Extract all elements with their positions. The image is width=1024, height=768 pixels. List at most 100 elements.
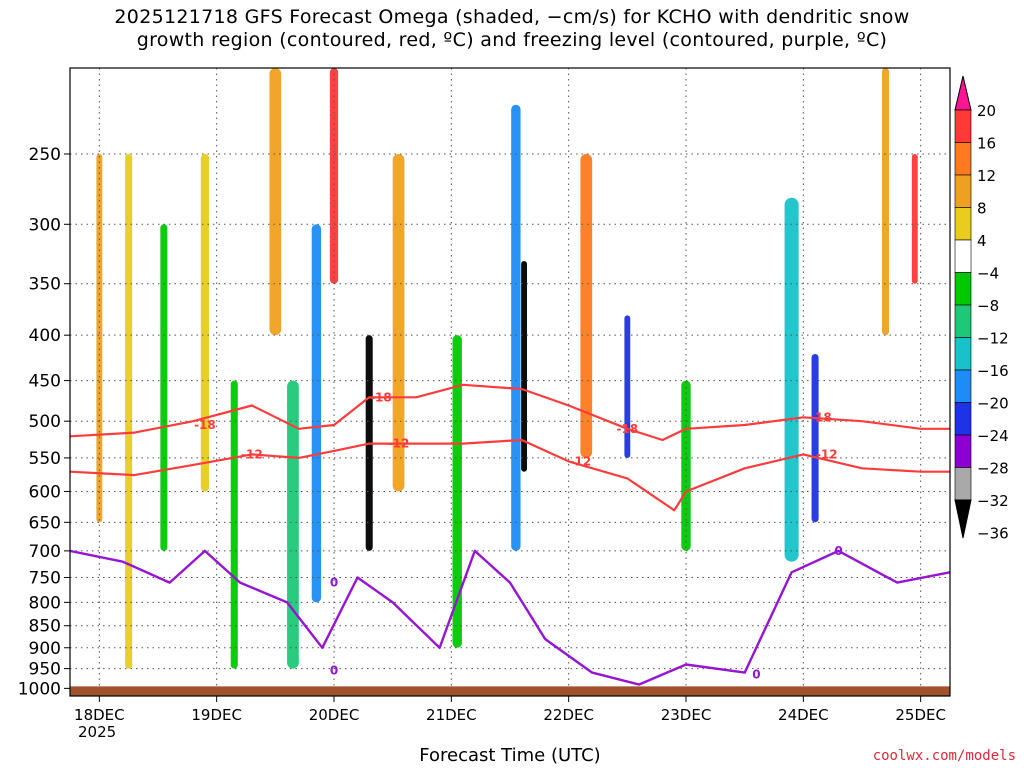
y-tick-label-1: 300: [29, 215, 61, 235]
y-axis: 2503003504004505005506006507007508008509…: [18, 145, 70, 699]
y-tick-label-15: 1000: [18, 679, 61, 699]
colorbar-label-11: −28: [977, 460, 1009, 478]
dgz-label-minus18-0: -18: [194, 418, 216, 432]
x-tick-label-0: 18DEC: [74, 706, 125, 724]
omega-band-20: [911, 154, 918, 284]
dgz-label-minus18-1: -18: [370, 390, 392, 404]
y-tick-label-7: 600: [29, 482, 61, 502]
omega-band-14: [580, 154, 593, 458]
freezing-label-0: 0: [330, 576, 338, 590]
colorbar-bottom-arrow: [954, 499, 972, 539]
x-tick-label-7: 25DEC: [895, 706, 946, 724]
omega-band-6: [287, 380, 299, 669]
omega-band-17: [784, 197, 799, 562]
dgz-label-minus12-2: -12: [570, 454, 592, 468]
x-tick-label-2: 20DEC: [309, 706, 360, 724]
colorbar-segment-7: [954, 304, 972, 338]
colorbar-label-13: −36: [977, 525, 1009, 543]
x-tick-label-6: 24DEC: [778, 706, 829, 724]
dgz-minus12-contour: [70, 438, 950, 512]
colorbar-label-4: 4: [977, 232, 987, 250]
colorbar-label-7: −12: [977, 330, 1009, 348]
colorbar-label-12: −32: [977, 492, 1009, 510]
x-tick-label-3: 21DEC: [426, 706, 477, 724]
chart-title-line2: growth region (contoured, red, ºC) and f…: [136, 29, 888, 51]
colorbar-label-6: −8: [977, 297, 999, 315]
y-tick-label-10: 750: [29, 568, 61, 588]
colorbar-segment-10: [954, 402, 972, 436]
colorbar-segment-8: [954, 337, 972, 371]
colorbar-label-0: 20: [977, 102, 996, 120]
y-tick-label-6: 550: [29, 449, 61, 469]
omega-band-16: [681, 380, 691, 551]
colorbar-segment-5: [954, 239, 972, 273]
colorbar-segment-1: [954, 109, 972, 143]
y-tick-label-14: 950: [29, 660, 61, 680]
ground-terrain: [70, 686, 950, 696]
x-tick-label-1: 19DEC: [191, 706, 242, 724]
y-tick-label-4: 450: [29, 372, 61, 392]
colorbar-segment-3: [954, 174, 972, 208]
omega-band-1: [125, 154, 133, 669]
y-tick-label-3: 400: [29, 326, 61, 346]
y-tick-label-2: 350: [29, 275, 61, 295]
omega-band-13: [521, 261, 528, 472]
colorbar-segment-6: [954, 272, 972, 306]
dgz-label-minus18-3: -18: [810, 410, 832, 424]
freezing-level-contour: [70, 549, 950, 686]
contours: -18 -18 -18 -18 -12 -12 -12 -12 0 0 0 0: [70, 383, 950, 686]
y-tick-label-13: 900: [29, 639, 61, 659]
omega-band-11: [452, 335, 462, 648]
colorbar: 20 16 12 8 4 −4 −8 −12 −16 −20 −24 −28 −32 −36: [954, 75, 1009, 543]
colorbar-label-1: 16: [977, 135, 996, 153]
colorbar-segment-2: [954, 142, 972, 176]
chart-title: 2025121718 GFS Forecast Omega (shaded, −…: [0, 6, 1024, 52]
omega-band-3: [200, 154, 210, 492]
colorbar-label-8: −16: [977, 362, 1009, 380]
colorbar-segment-11: [954, 434, 972, 468]
omega-band-8: [329, 68, 339, 284]
dgz-label-minus12-3: -12: [816, 447, 838, 461]
freezing-label-3: 0: [834, 544, 842, 558]
omega-band-15: [624, 315, 631, 458]
omega-band-10: [392, 154, 405, 492]
omega-band-18: [811, 353, 819, 523]
freezing-label-1: 0: [330, 664, 338, 678]
colorbar-segment-12: [954, 467, 972, 501]
x-axis-title: Forecast Time (UTC): [419, 745, 601, 766]
grid: [70, 68, 950, 696]
x-tick-label-5: 23DEC: [661, 706, 712, 724]
omega-band-7: [311, 224, 322, 603]
y-tick-label-8: 650: [29, 513, 61, 533]
y-tick-label-9: 700: [29, 542, 61, 562]
y-tick-label-5: 500: [29, 412, 61, 432]
y-tick-label-0: 250: [29, 145, 61, 165]
dgz-label-minus12-0: -12: [241, 447, 263, 461]
dgz-label-minus12-1: -12: [388, 437, 410, 451]
omega-band-19: [881, 68, 889, 336]
source-credit: coolwx.com/models: [872, 748, 1016, 764]
omega-band-5: [269, 68, 282, 336]
omega-band-2: [160, 224, 168, 551]
colorbar-top-arrow: [954, 75, 972, 111]
plot-frame: [69, 67, 951, 697]
omega-field: [96, 68, 918, 669]
colorbar-label-5: −4: [977, 265, 999, 283]
y-tick-label-11: 800: [29, 593, 61, 613]
colorbar-label-10: −24: [977, 427, 1009, 445]
x-axis: 18DEC 19DEC 20DEC 21DEC 22DEC 23DEC 24DEC 25DEC: [74, 696, 946, 724]
colorbar-segment-4: [954, 207, 972, 241]
colorbar-segment-9: [954, 369, 972, 403]
colorbar-label-3: 8: [977, 200, 987, 218]
omega-band-12: [511, 104, 521, 551]
dgz-minus18-contour: [70, 383, 950, 442]
freezing-label-2: 0: [752, 668, 760, 682]
year-label: 2025: [78, 723, 117, 741]
y-tick-label-12: 850: [29, 617, 61, 637]
chart-title-line1: 2025121718 GFS Forecast Omega (shaded, −…: [114, 6, 910, 28]
colorbar-label-9: −20: [977, 395, 1009, 413]
omega-band-4: [230, 380, 238, 669]
dgz-label-minus18-2: -18: [616, 422, 638, 436]
colorbar-label-2: 12: [977, 167, 996, 185]
